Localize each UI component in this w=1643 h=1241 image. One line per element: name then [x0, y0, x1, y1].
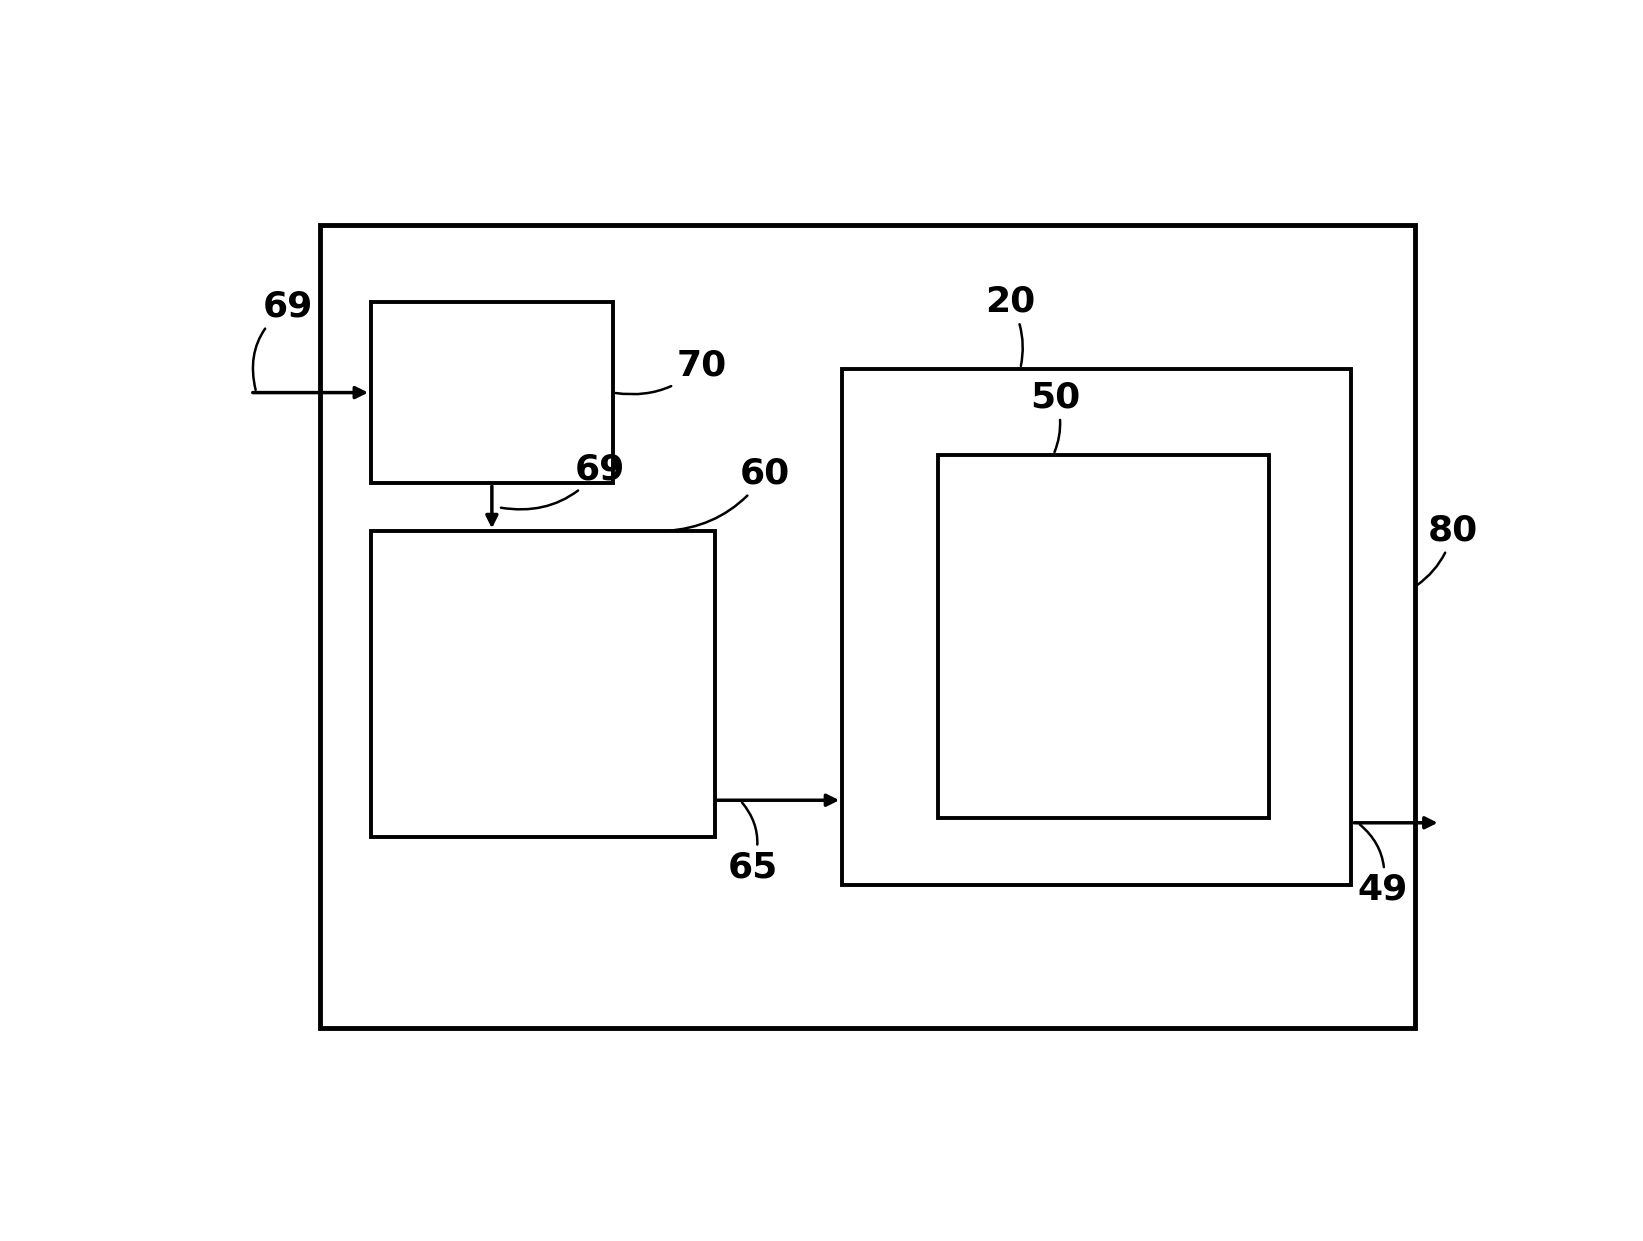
Text: 49: 49 — [1357, 824, 1408, 907]
Text: 69: 69 — [501, 452, 624, 509]
Bar — [843, 369, 1351, 885]
Bar — [371, 531, 715, 836]
Text: 20: 20 — [984, 285, 1035, 366]
Text: 65: 65 — [728, 803, 777, 884]
Text: 60: 60 — [665, 457, 790, 531]
Bar — [371, 302, 613, 484]
Text: 80: 80 — [1418, 514, 1479, 585]
Bar — [320, 226, 1415, 1028]
Text: 69: 69 — [253, 289, 314, 390]
Bar — [938, 454, 1268, 818]
Text: 50: 50 — [1030, 381, 1081, 452]
Text: 70: 70 — [616, 349, 726, 395]
